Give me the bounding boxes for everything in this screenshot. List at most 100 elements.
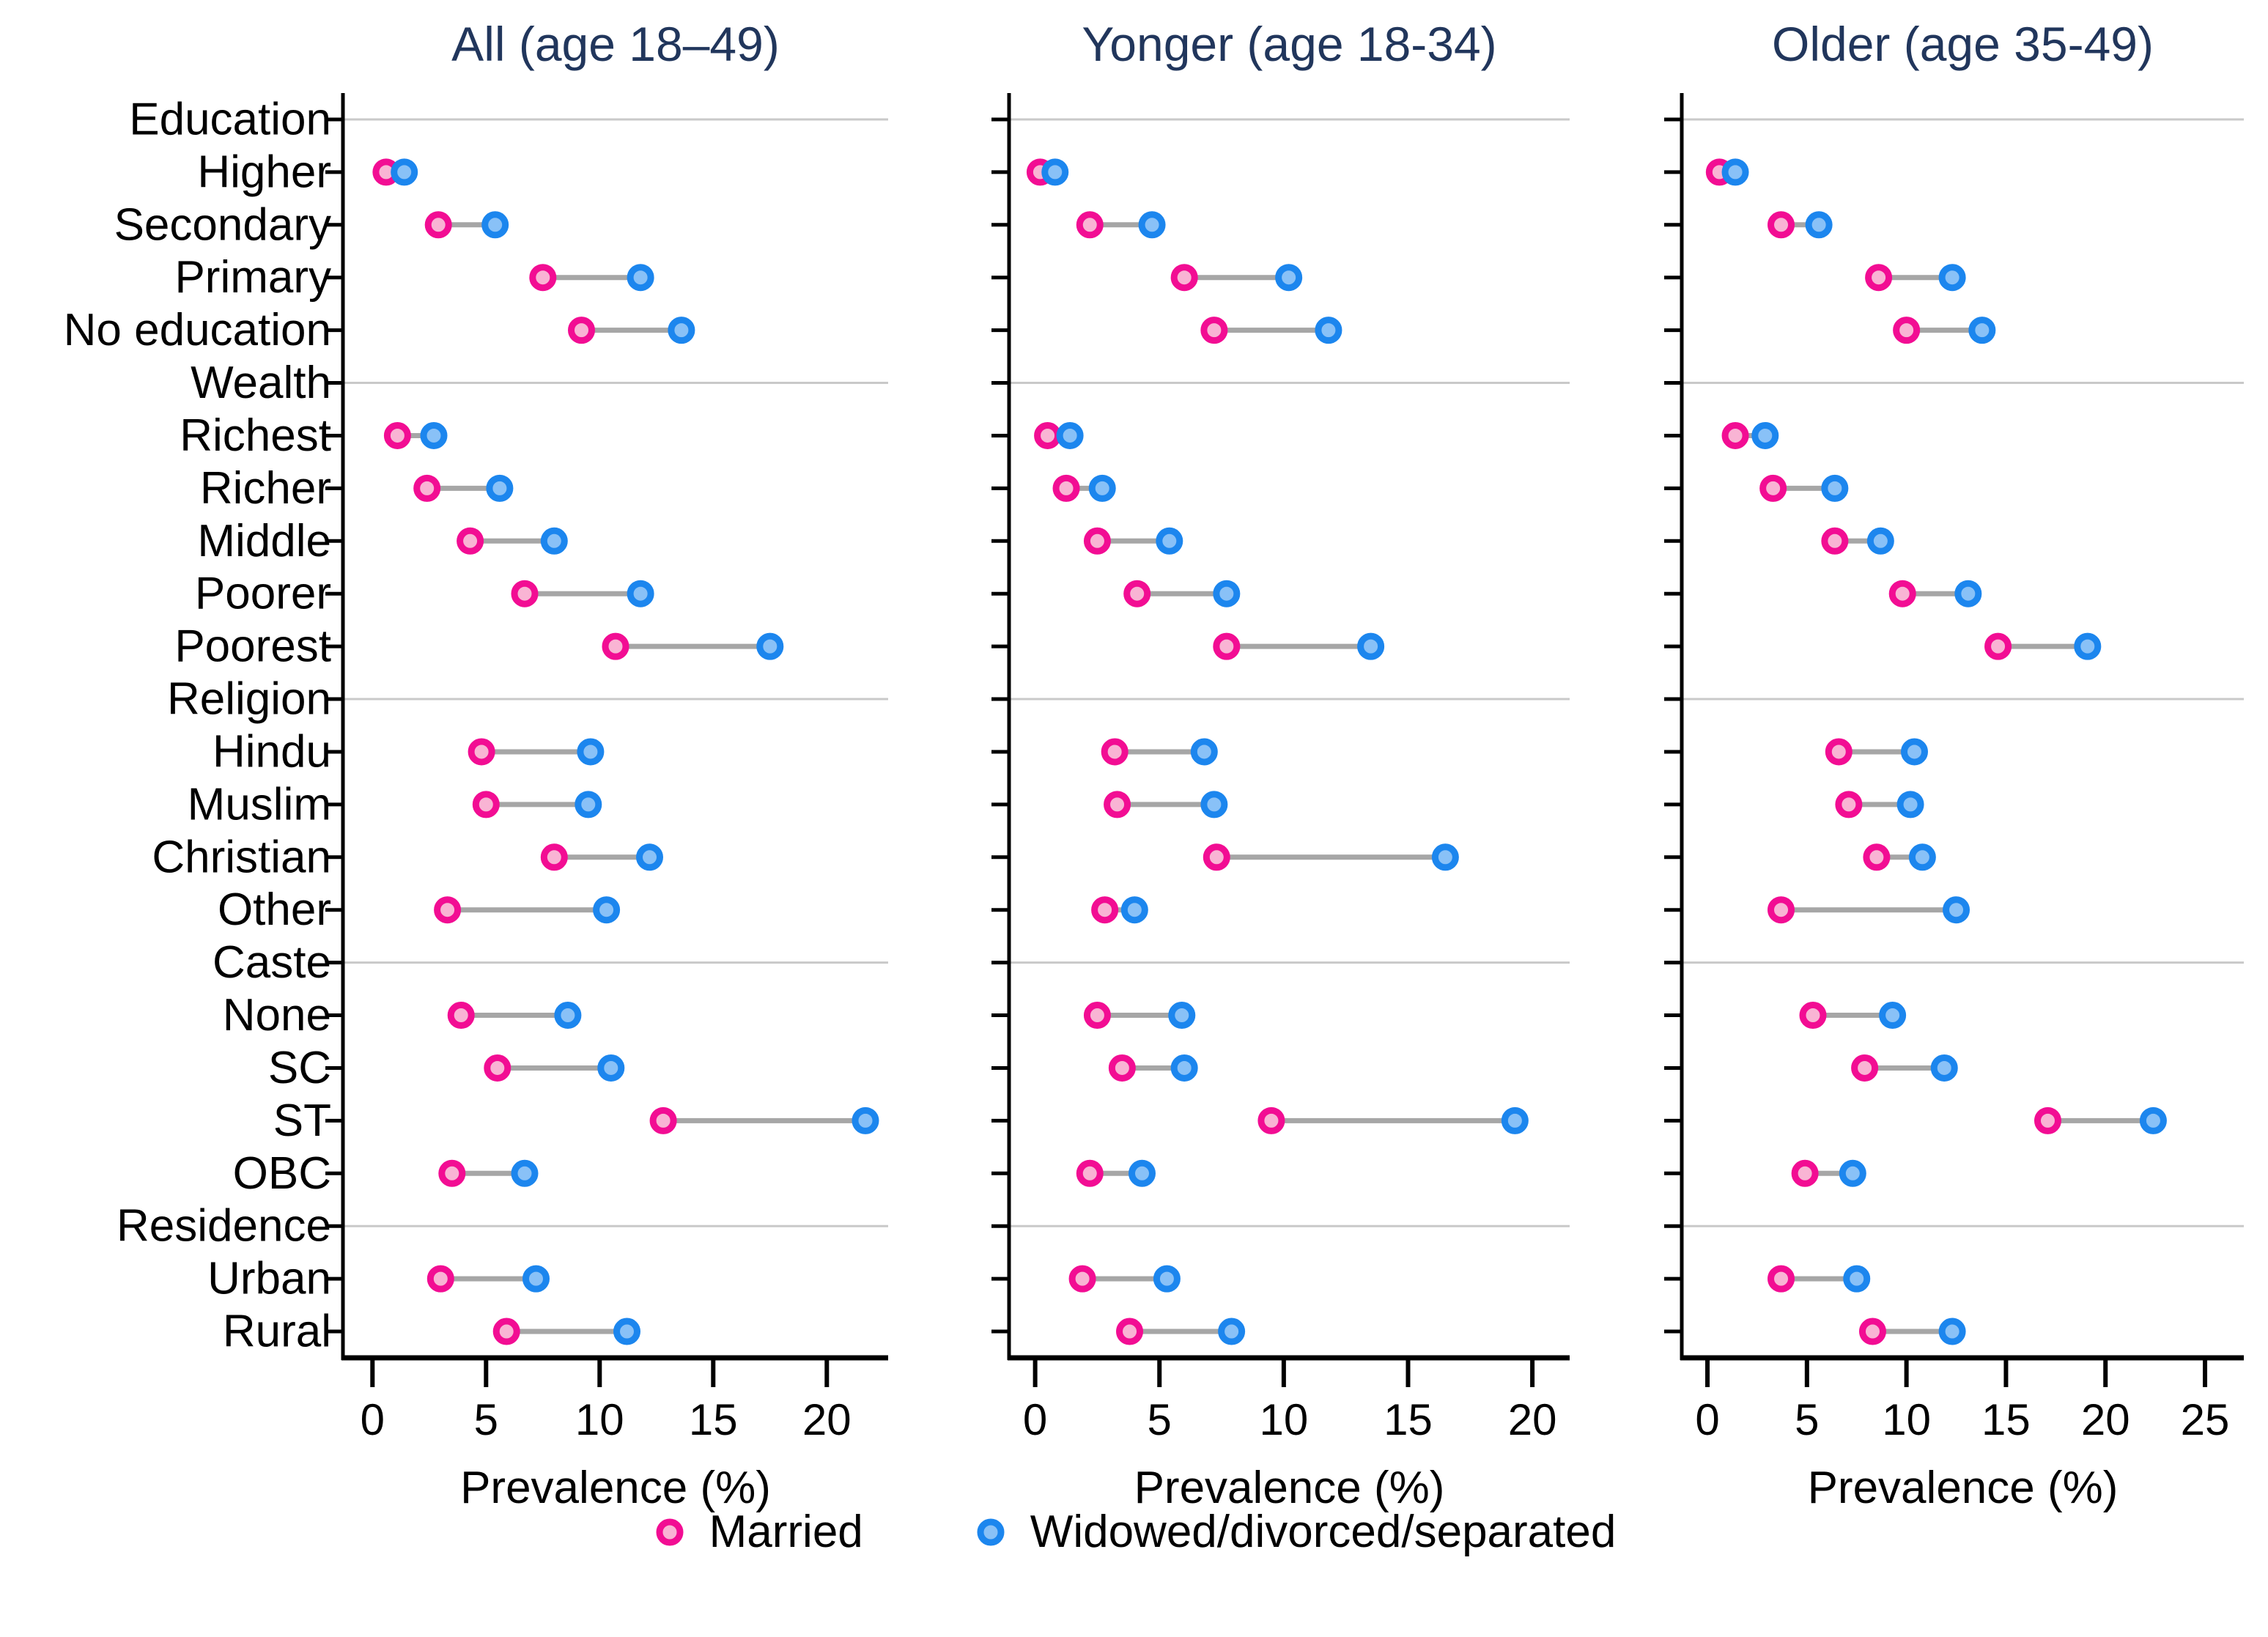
- marker-widowed: [1190, 738, 1218, 766]
- row-label: Higher: [197, 147, 331, 197]
- marker-married: [1768, 896, 1795, 924]
- marker-widowed: [852, 1106, 879, 1134]
- marker-married: [484, 1054, 511, 1082]
- marker-widowed: [391, 158, 418, 186]
- row-label: SC: [268, 1043, 331, 1093]
- group-header-label: Residence: [117, 1201, 331, 1252]
- marker-married: [424, 211, 452, 239]
- marker-married: [1104, 791, 1131, 818]
- marker-widowed: [1357, 632, 1385, 660]
- marker-widowed: [1839, 1159, 1866, 1187]
- row-label: Hindu: [213, 726, 331, 777]
- marker-married: [1768, 211, 1795, 239]
- marker-widowed: [668, 317, 695, 344]
- x-axis-tick-label: 0: [1695, 1395, 1719, 1444]
- marker-married: [1083, 1002, 1111, 1030]
- marker-widowed: [756, 632, 784, 660]
- marker-married: [1034, 421, 1062, 449]
- row-label: None: [223, 990, 331, 1041]
- marker-married: [1203, 843, 1230, 871]
- marker-widowed: [1901, 738, 1929, 766]
- marker-widowed: [1218, 1318, 1246, 1345]
- marker-widowed: [1943, 896, 1970, 924]
- marker-married: [1257, 1106, 1285, 1134]
- row-label: ST: [273, 1095, 331, 1146]
- marker-widowed: [1938, 264, 1966, 292]
- x-axis-title-panel2: Prevalence (%): [1134, 1463, 1445, 1513]
- row-label: Rural: [223, 1307, 331, 1357]
- marker-widowed: [1213, 580, 1241, 607]
- row-label: Other: [218, 884, 331, 935]
- marker-widowed: [1128, 1159, 1156, 1187]
- marker-widowed: [1908, 843, 1936, 871]
- marker-widowed: [1751, 421, 1779, 449]
- x-axis-tick-label: 15: [1384, 1395, 1433, 1444]
- panel-title-all: All (age 18–49): [451, 17, 780, 71]
- marker-married: [1108, 1054, 1136, 1082]
- group-header-label: Caste: [213, 937, 331, 988]
- marker-widowed: [1930, 1054, 1958, 1082]
- marker-married: [1759, 474, 1787, 502]
- marker-married: [1170, 264, 1198, 292]
- x-axis-tick-label: 0: [1023, 1395, 1047, 1444]
- marker-widowed: [2074, 632, 2102, 660]
- row-label: Christian: [152, 832, 331, 882]
- marker-widowed: [1821, 474, 1849, 502]
- x-axis-tick-label: 5: [1795, 1395, 1819, 1444]
- marker-married: [1984, 632, 2012, 660]
- x-axis-tick-label: 20: [802, 1395, 852, 1444]
- marker-widowed: [1968, 317, 1996, 344]
- marker-widowed: [540, 527, 568, 555]
- marker-married: [1076, 211, 1104, 239]
- marker-married: [511, 580, 539, 607]
- row-label: Middle: [197, 516, 331, 566]
- marker-married: [1721, 421, 1749, 449]
- marker-widowed: [1275, 264, 1303, 292]
- marker-married: [1799, 1002, 1827, 1030]
- row-label: Secondary: [114, 199, 331, 250]
- marker-married: [447, 1002, 475, 1030]
- legend-label-married: Married: [709, 1507, 863, 1557]
- marker-married: [1083, 527, 1111, 555]
- marker-married: [602, 632, 629, 660]
- marker-married: [2034, 1106, 2061, 1134]
- x-axis-tick-label: 25: [2181, 1395, 2230, 1444]
- group-header-label: Education: [129, 94, 331, 144]
- x-axis-tick-label: 10: [1259, 1395, 1308, 1444]
- marker-married: [1888, 580, 1916, 607]
- marker-married: [1076, 1159, 1104, 1187]
- marker-married: [1768, 1265, 1795, 1293]
- marker-widowed: [1138, 211, 1166, 239]
- marker-married: [457, 527, 484, 555]
- marker-married: [434, 896, 462, 924]
- marker-married: [426, 1265, 454, 1293]
- marker-married: [1851, 1054, 1879, 1082]
- marker-widowed: [627, 264, 654, 292]
- row-label: Muslim: [188, 779, 331, 829]
- marker-married: [472, 791, 500, 818]
- marker-married: [649, 1106, 677, 1134]
- marker-widowed: [1896, 791, 1924, 818]
- marker-widowed: [481, 211, 509, 239]
- marker-married: [1821, 527, 1849, 555]
- marker-widowed: [1843, 1265, 1871, 1293]
- marker-married: [1835, 791, 1863, 818]
- legend-label-widowed: Widowed/divorced/separated: [1030, 1507, 1617, 1557]
- row-label: Poorest: [174, 621, 331, 672]
- row-label: No education: [64, 305, 331, 355]
- marker-widowed: [1170, 1054, 1198, 1082]
- x-axis-tick-label: 5: [474, 1395, 498, 1444]
- marker-widowed: [597, 1054, 625, 1082]
- marker-widowed: [1168, 1002, 1196, 1030]
- x-axis-tick-label: 20: [2081, 1395, 2130, 1444]
- marker-widowed: [511, 1159, 539, 1187]
- marker-widowed: [1954, 580, 1982, 607]
- marker-widowed: [593, 896, 621, 924]
- row-label: OBC: [233, 1148, 331, 1199]
- x-axis-tick-label: 10: [1882, 1395, 1931, 1444]
- marker-married: [568, 317, 595, 344]
- x-axis-tick-label: 15: [1981, 1395, 2031, 1444]
- row-label: Urban: [207, 1254, 331, 1304]
- x-axis-title-panel3: Prevalence (%): [1807, 1463, 2119, 1513]
- marker-widowed: [575, 791, 602, 818]
